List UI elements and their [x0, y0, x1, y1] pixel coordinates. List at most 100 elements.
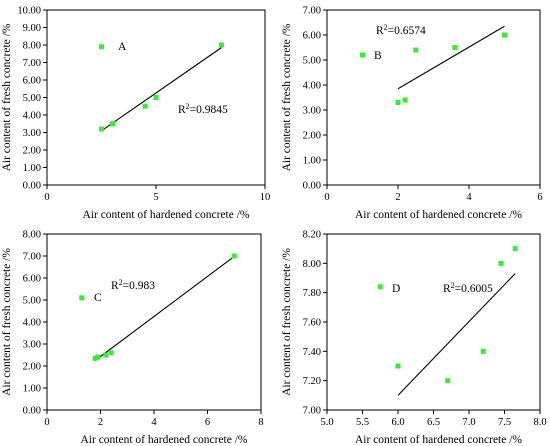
x-tick-label: 5.5 [356, 417, 369, 428]
panel-label: A [118, 41, 127, 53]
panel-label: C [94, 292, 102, 304]
x-axis-label: Air content of hardened concrete /% [355, 209, 522, 221]
x-tick-label: 10 [260, 192, 271, 203]
data-point [95, 354, 101, 360]
x-tick-label: 0 [324, 192, 329, 203]
y-axis-label: Air content of fresh concrete /% [1, 23, 13, 171]
y-tick-label: 6.00 [303, 31, 321, 42]
trend-line [397, 273, 516, 396]
r-squared-label: R2=0.6005 [443, 281, 493, 296]
data-point [402, 97, 408, 103]
trend-line [397, 25, 505, 90]
data-point [99, 126, 104, 132]
x-axis-label: Air content of hardened concrete /% [81, 434, 248, 446]
y-tick-label: 10.00 [17, 6, 41, 17]
y-tick-label: 3.00 [303, 106, 321, 117]
y-tick-label: 2.00 [23, 362, 41, 373]
data-point [512, 246, 518, 252]
data-point [142, 103, 148, 109]
y-tick-label: 6.00 [23, 274, 41, 285]
y-tick-label: 8.00 [23, 230, 41, 241]
y-tick-label: 0.00 [23, 181, 41, 192]
r-squared-label: R2=0.9845 [178, 102, 228, 117]
data-point [153, 95, 159, 100]
x-tick-label: 5 [153, 192, 158, 203]
y-tick-label: 4.00 [23, 111, 41, 122]
x-tick-label: 2 [98, 417, 103, 428]
y-tick-label: 8.20 [303, 230, 321, 241]
y-tick-label: 7.00 [23, 58, 41, 69]
y-tick-label: 8.00 [23, 41, 41, 52]
y-tick-label: 9.00 [23, 23, 41, 34]
data-point [360, 52, 365, 58]
y-tick-label: 5.00 [23, 93, 41, 104]
y-tick-label: 6.00 [23, 76, 41, 87]
data-point [452, 45, 458, 50]
x-tick-label: 4 [151, 417, 157, 428]
data-point [231, 253, 237, 259]
y-tick-label: 7.60 [303, 318, 321, 329]
x-tick-label: 6.0 [391, 417, 404, 428]
chart-panel-b: 0.00 1.00 2.00 3.00 4.00 5.00 6.00 7.00 0 2 4 6 Air … [281, 6, 543, 222]
y-tick-label: 3.00 [23, 340, 41, 351]
x-tick-label: 5.0 [320, 417, 333, 428]
data-point [92, 355, 98, 361]
y-axis-label: Air content of fresh concrete /% [281, 23, 293, 171]
y-tick-label: 7.40 [303, 347, 321, 358]
data-point [480, 348, 486, 354]
x-tick-label: 6 [537, 192, 542, 203]
panel-label: B [374, 50, 382, 62]
x-axis-label: Air content of hardened concrete /% [83, 209, 250, 221]
r-squared-label: R2=0.983 [111, 278, 155, 293]
data-point [395, 100, 401, 105]
y-tick-label: 7.00 [303, 406, 321, 417]
x-tick-label: 6 [205, 417, 210, 428]
y-tick-label: 1.00 [303, 156, 321, 167]
y-tick-label: 3.00 [23, 128, 41, 139]
chart-panel-a: 0.00 1.00 2.00 3.00 4.00 5.00 6.00 7.00 8.00 9.00… [1, 6, 270, 222]
x-tick-label: 8 [258, 417, 263, 428]
x-tick-label: 0 [44, 417, 49, 428]
y-axis-label: Air content of fresh concrete /% [281, 248, 293, 396]
y-tick-label: 0.00 [303, 181, 321, 192]
chart-panel-d: 7.00 7.20 7.40 7.60 7.80 8.00 8.20 5.0 5.5 6.0 6.5… [281, 230, 547, 446]
data-point [445, 378, 451, 384]
x-axis-label: Air content of hardened concrete /% [355, 434, 522, 446]
x-tick-label: 0 [44, 192, 49, 203]
data-point [108, 350, 114, 356]
panel-label: D [392, 283, 400, 295]
x-tick-label: 4 [466, 192, 472, 203]
y-tick-label: 4.00 [303, 81, 321, 92]
y-tick-label: 7.20 [303, 376, 321, 387]
data-point [498, 260, 504, 266]
x-tick-label: 8.0 [533, 417, 546, 428]
trend-line [94, 255, 235, 361]
x-tick-label: 7.0 [462, 417, 475, 428]
y-axis-label: Air content of fresh concrete /% [1, 248, 13, 396]
data-point [502, 32, 507, 38]
y-tick-label: 4.00 [23, 318, 41, 329]
y-tick-label: 2.00 [23, 146, 41, 157]
y-tick-label: 2.00 [303, 131, 321, 142]
y-tick-label: 5.00 [303, 56, 321, 67]
y-tick-label: 1.00 [23, 163, 41, 174]
data-point [79, 295, 85, 301]
chart-panel-c: 0.00 1.00 2.00 3.00 4.00 5.00 6.00 7.00 8.00 0 2 4 6… [1, 230, 264, 446]
plot-frame [326, 233, 541, 411]
r-squared-label: R2=0.6574 [376, 23, 426, 38]
y-tick-label: 5.00 [23, 296, 41, 307]
data-point [377, 284, 383, 290]
y-tick-label: 7.80 [303, 288, 321, 299]
data-point [218, 42, 224, 48]
data-point [103, 352, 109, 358]
data-point [109, 121, 115, 127]
x-tick-label: 6.5 [427, 417, 440, 428]
y-tick-label: 7.00 [303, 6, 321, 17]
y-tick-label: 7.00 [23, 252, 41, 263]
y-tick-label: 8.00 [303, 259, 321, 270]
x-tick-label: 7.5 [498, 417, 511, 428]
trend-line [101, 47, 222, 132]
data-point [395, 363, 401, 369]
y-tick-label: 0.00 [23, 406, 41, 417]
